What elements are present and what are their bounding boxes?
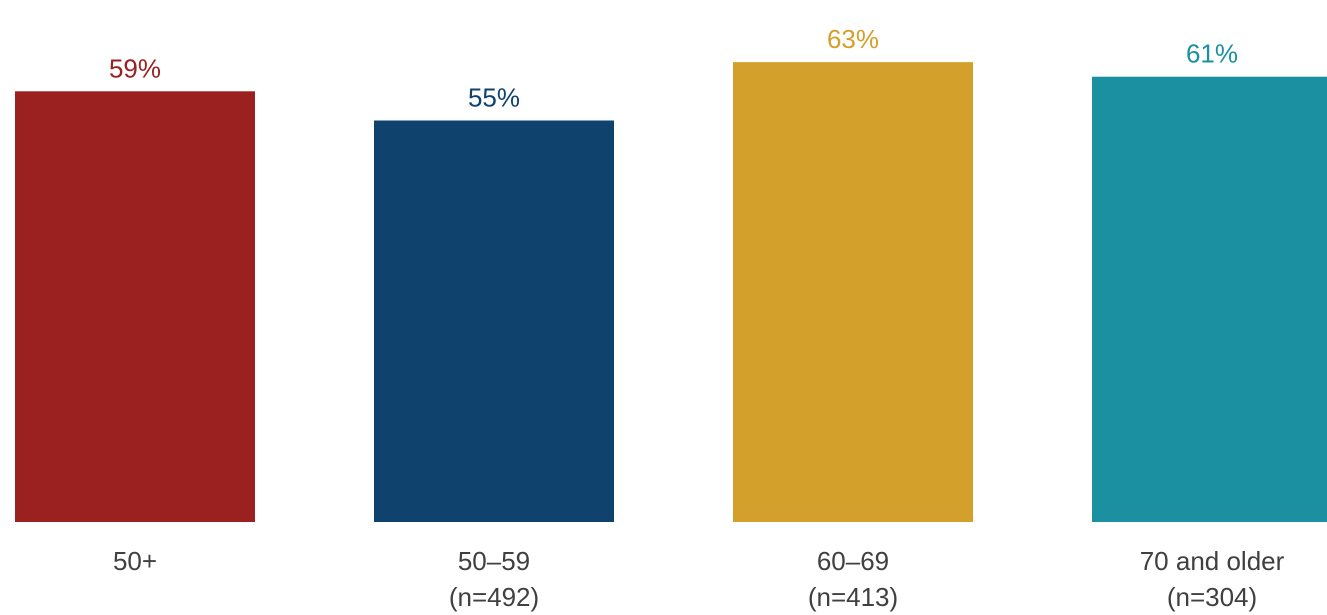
category-label-3: 60–69	[817, 546, 889, 576]
value-label-3: 63%	[827, 24, 879, 54]
value-label-2: 55%	[468, 83, 520, 113]
value-label-4: 61%	[1186, 39, 1238, 69]
bars-layer	[15, 62, 1327, 523]
category-label-1: 50+	[113, 546, 157, 576]
bar-3	[733, 62, 973, 522]
category-label-2: 50–59	[458, 546, 530, 576]
bar-4	[1092, 76, 1327, 522]
bar-2	[374, 120, 614, 522]
sample-size-label-4: (n=304)	[1167, 582, 1257, 612]
sample-size-label-3: (n=413)	[808, 582, 898, 612]
labels-layer: 59% 50+ 55% 50–59 (n=492) 63% 60–69 (n=413) 61% 7…	[109, 24, 1285, 612]
sample-size-label-2: (n=492)	[449, 582, 539, 612]
bar-1	[15, 91, 255, 523]
category-label-4: 70 and older	[1140, 546, 1285, 576]
value-label-1: 59%	[109, 53, 161, 83]
